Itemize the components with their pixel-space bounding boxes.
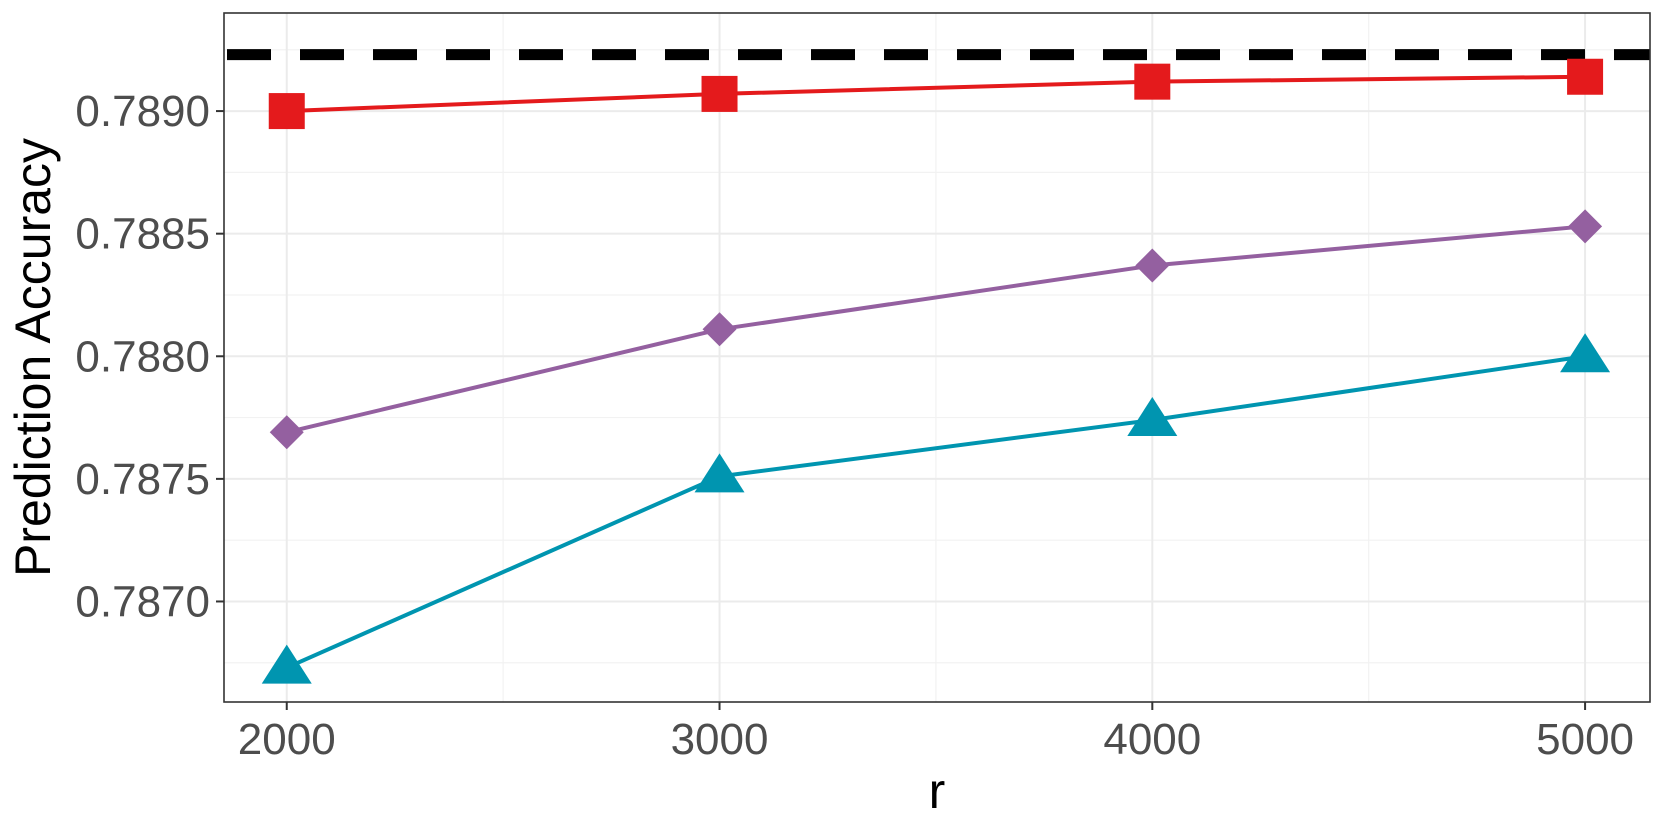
y-tick-label: 0.7880 — [75, 332, 210, 381]
data-point-triangle — [1560, 333, 1611, 373]
data-point-diamond — [702, 312, 737, 347]
data-point-square — [701, 75, 738, 112]
series-triangle — [261, 333, 1611, 684]
series-square — [268, 58, 1604, 130]
y-axis-title: Prediction Accuracy — [5, 138, 61, 577]
y-tick-label: 0.7890 — [75, 87, 210, 136]
data-point-triangle — [261, 644, 312, 684]
x-tick-label: 3000 — [671, 715, 769, 764]
y-tick-label: 0.7870 — [75, 577, 210, 626]
x-tick-label: 4000 — [1103, 715, 1201, 764]
x-tick-label: 2000 — [238, 715, 336, 764]
data-point-triangle — [1127, 397, 1178, 437]
series-group — [261, 58, 1611, 684]
y-tick-label: 0.7875 — [75, 455, 210, 504]
series-diamond — [269, 209, 1603, 450]
data-point-square — [268, 93, 305, 130]
data-point-diamond — [1135, 248, 1170, 283]
series-line — [286, 74, 1586, 114]
data-point-square — [1134, 63, 1171, 100]
series-line — [285, 354, 1586, 670]
y-tick-label: 0.7885 — [75, 210, 210, 259]
y-axis-ticks: 0.7870 0.7875 0.7880 0.7885 0.7890 — [75, 87, 224, 626]
series-line — [286, 224, 1586, 435]
data-point-diamond — [1568, 209, 1603, 244]
data-point-square — [1567, 58, 1604, 95]
x-axis-ticks: 2000 3000 4000 5000 — [238, 702, 1634, 764]
data-point-diamond — [269, 415, 304, 450]
x-tick-label: 5000 — [1536, 715, 1634, 764]
x-axis-title: r — [929, 763, 946, 819]
plot-panel-border — [223, 12, 1651, 703]
data-point-triangle — [694, 453, 745, 493]
